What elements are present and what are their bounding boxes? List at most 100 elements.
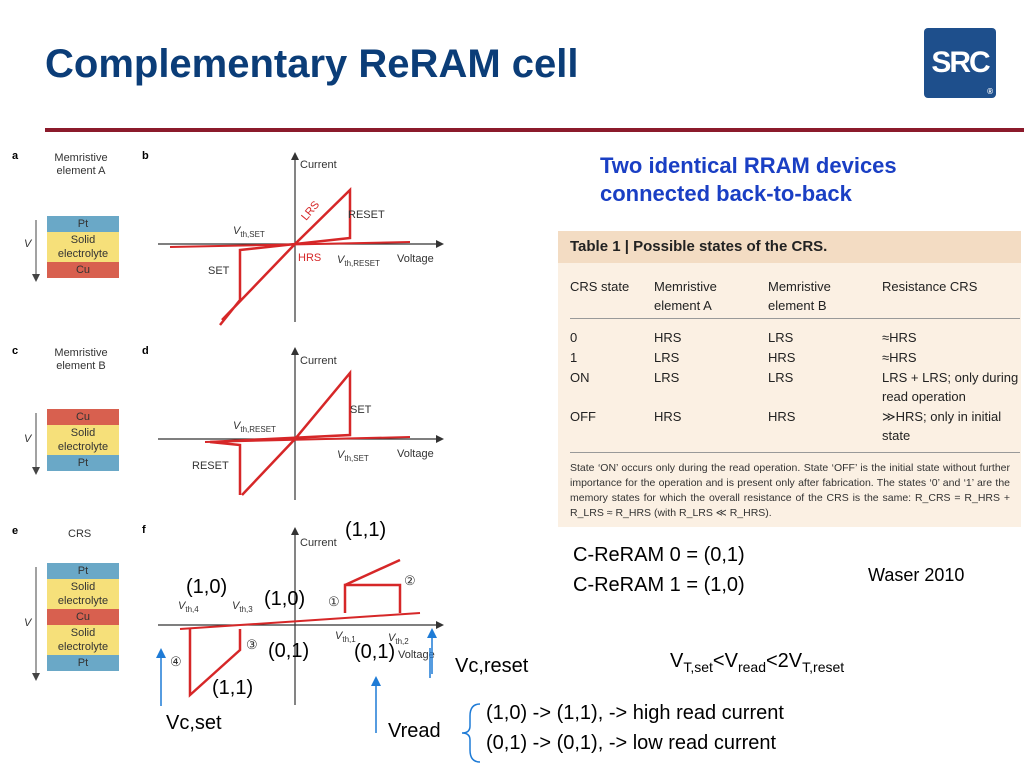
panel-b-reset: RESET xyxy=(348,209,385,221)
table-header-resistance: Resistance CRS xyxy=(882,279,978,294)
panel-d-current: Current xyxy=(300,355,337,367)
vread-label: Vread xyxy=(388,720,441,742)
panel-b-hrs: HRS xyxy=(298,252,322,264)
panel-f-vth2: Vth,2 xyxy=(388,632,409,647)
title-divider xyxy=(45,128,1024,132)
crs-states-table: Table 1 | Possible states of the CRS. CR… xyxy=(558,231,1021,527)
panel-a-stack: Pt Solid electrolyte Cu xyxy=(47,216,119,278)
panel-c-label: c xyxy=(12,345,19,357)
panel-c-caption-1: Memristive xyxy=(54,347,108,359)
panel-f-current: Current xyxy=(300,537,337,549)
read-result-1: (1,0) -> (1,1), -> high read current xyxy=(486,702,784,724)
table-header-element-b: Memristive element B xyxy=(768,279,831,313)
table-rule xyxy=(570,318,1020,319)
panel-b-current: Current xyxy=(300,159,337,171)
read-voltage-condition: VT,set<Vread<2VT,reset xyxy=(670,650,845,675)
panel-d-vth-reset: Vth,RESET xyxy=(233,420,276,435)
table-cell: ≈HRS xyxy=(882,330,917,345)
panel-f-hrs-line xyxy=(179,612,421,630)
panel-f-positive-loop xyxy=(343,583,402,613)
panel-f-marker-2: ② xyxy=(404,573,416,588)
panel-f-marker-1: ① xyxy=(328,594,340,609)
citation: Waser 2010 xyxy=(868,565,965,585)
table-rule xyxy=(570,452,1020,453)
table-cell: LRS + LRS; only during read operation xyxy=(882,370,1019,404)
vread-brace xyxy=(461,703,481,763)
state-01-right: (0,1) xyxy=(354,641,396,663)
table-cell: 0 xyxy=(570,330,578,345)
panel-f-vth1: Vth,1 xyxy=(335,630,356,645)
panel-f-vth4: Vth,4 xyxy=(178,600,199,615)
page-title: Complementary ReRAM cell xyxy=(45,42,579,86)
state-10-left: (1,0) xyxy=(186,576,228,598)
vc-set-label: Vc,set xyxy=(166,712,222,734)
voltage-pointer-arrows xyxy=(156,648,431,733)
table-footnote: State ‘ON’ occurs only during the read o… xyxy=(570,462,1010,519)
panel-f-voltage: Voltage xyxy=(398,649,435,661)
layer-cu: Cu xyxy=(47,409,119,425)
layer-electrolyte: Solid electrolyte xyxy=(47,625,119,655)
table-cell: ON xyxy=(570,370,590,385)
layer-electrolyte: Solid electrolyte xyxy=(47,579,119,609)
panel-f-marker-3: ③ xyxy=(246,637,258,652)
layer-pt: Pt xyxy=(47,455,119,471)
panel-e-voltage-arrow xyxy=(32,567,40,681)
panel-b-vth-set: Vth,SET xyxy=(233,225,265,240)
read-result-2: (0,1) -> (0,1), -> low read current xyxy=(486,732,777,754)
src-logo: SRC ® xyxy=(924,28,996,98)
panel-b-voltage: Voltage xyxy=(397,253,434,265)
state-01-mid: (0,1) xyxy=(268,640,310,662)
panel-a-voltage-arrow xyxy=(32,220,40,282)
table-cell: LRS xyxy=(768,330,794,345)
table-cell: HRS xyxy=(654,409,682,424)
layer-cu: Cu xyxy=(47,262,119,278)
panel-c-v: V xyxy=(24,433,32,445)
table-cell: HRS xyxy=(654,330,682,345)
panel-a-label: a xyxy=(12,150,19,162)
subtitle-line-2: connected back-to-back xyxy=(600,181,852,206)
panel-c-voltage-arrow xyxy=(32,413,40,475)
panel-f-iv-plot xyxy=(158,527,444,705)
table-header-crs-state: CRS state xyxy=(570,279,630,294)
table-cell: LRS xyxy=(654,370,680,385)
table-cell: LRS xyxy=(654,350,680,365)
panel-c-caption-2: element B xyxy=(56,360,106,372)
layer-electrolyte: Solid electrolyte xyxy=(47,232,119,262)
panel-c-caption: Memristive element B xyxy=(52,347,110,373)
creram-0-definition: C-ReRAM 0 = (0,1) xyxy=(573,544,745,566)
panel-d-flat-line xyxy=(204,436,411,443)
panel-b-vth-reset: Vth,RESET xyxy=(337,254,380,269)
panel-a-v: V xyxy=(24,238,32,250)
table-cell: 1 xyxy=(570,350,578,365)
panel-a-caption: Memristive element A xyxy=(52,152,110,178)
panel-d-curve xyxy=(209,369,352,496)
state-11-bottom: (1,1) xyxy=(212,677,254,699)
panel-a-caption-2: element A xyxy=(56,165,106,177)
panel-e-v: V xyxy=(24,617,32,629)
layer-pt: Pt xyxy=(47,563,119,579)
panel-d-vth-set: Vth,SET xyxy=(337,449,369,464)
layer-cu: Cu xyxy=(47,609,119,625)
table-cell: HRS xyxy=(768,350,796,365)
panel-f-marker-4: ④ xyxy=(170,654,182,669)
table-cell: HRS xyxy=(768,409,796,424)
table-cell: ≫HRS; only in initial state xyxy=(882,409,1002,443)
panel-b-hrs-line xyxy=(169,241,411,248)
panel-b-iv-plot xyxy=(158,152,444,326)
vc-reset-arrow xyxy=(427,628,437,674)
panel-d-set: SET xyxy=(350,404,372,416)
table-caption: Table 1 | Possible states of the CRS. xyxy=(558,231,1021,263)
panel-b-label: b xyxy=(142,150,149,162)
panel-f-vth3: Vth,3 xyxy=(232,600,253,615)
panel-d-iv-plot xyxy=(158,347,444,500)
panel-f-negative-loop xyxy=(188,629,242,698)
panel-b-curve xyxy=(219,187,352,326)
panel-a-caption-1: Memristive xyxy=(54,152,108,164)
panel-c-stack: Cu Solid electrolyte Pt xyxy=(47,409,119,471)
panel-d-voltage: Voltage xyxy=(397,448,434,460)
panel-e-caption: CRS xyxy=(68,528,92,540)
panel-e-label: e xyxy=(12,525,19,537)
logo-registered: ® xyxy=(987,87,993,96)
subtitle-line-1: Two identical RRAM devices xyxy=(600,153,897,178)
panel-e-stack: Pt Solid electrolyte Cu Solid electrolyt… xyxy=(47,563,119,671)
